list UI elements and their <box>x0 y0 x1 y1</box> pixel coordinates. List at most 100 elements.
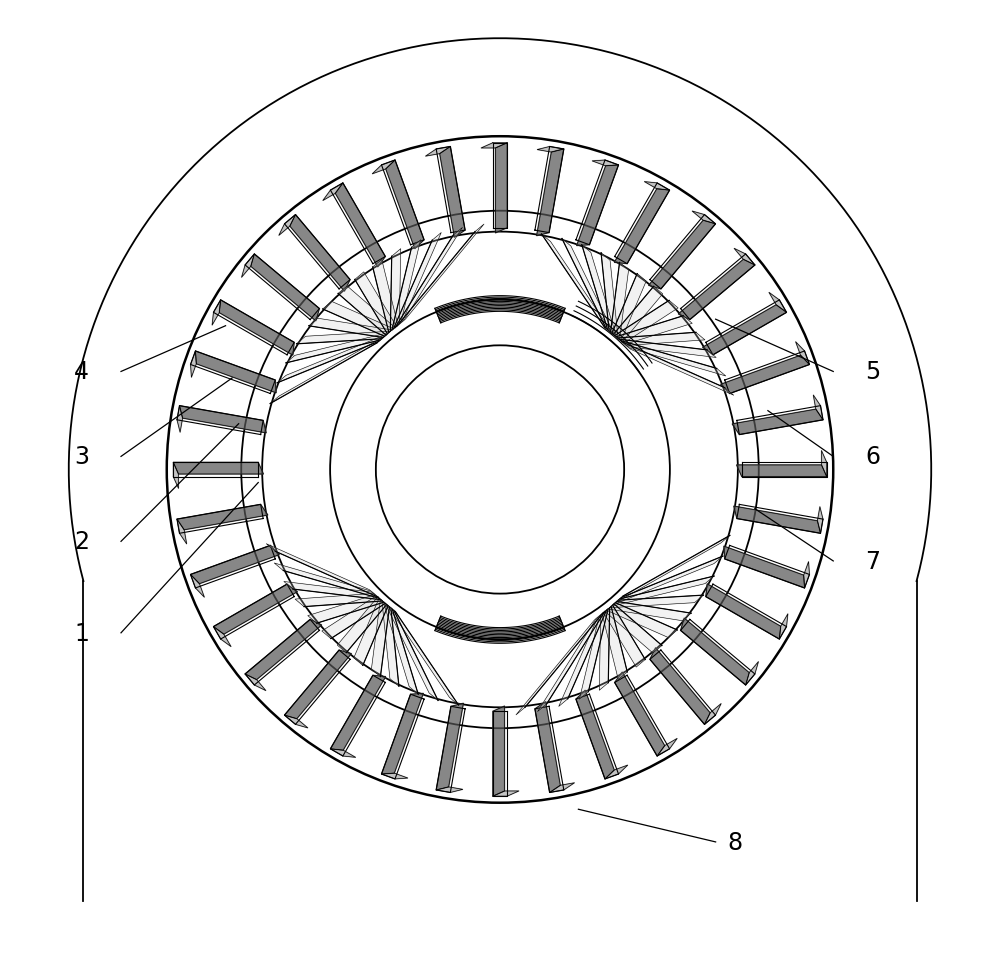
Polygon shape <box>385 603 438 700</box>
Polygon shape <box>286 334 389 363</box>
Polygon shape <box>266 544 378 598</box>
Polygon shape <box>177 406 183 433</box>
Polygon shape <box>615 301 678 344</box>
Polygon shape <box>284 650 351 719</box>
Polygon shape <box>330 676 386 750</box>
Polygon shape <box>245 675 266 691</box>
Polygon shape <box>297 332 391 344</box>
Polygon shape <box>644 182 670 191</box>
Text: 2: 2 <box>74 530 89 554</box>
Polygon shape <box>371 599 389 677</box>
Polygon shape <box>295 594 382 607</box>
Polygon shape <box>383 602 418 695</box>
Polygon shape <box>323 184 343 201</box>
Text: 3: 3 <box>74 445 89 469</box>
Polygon shape <box>179 406 266 434</box>
Polygon shape <box>779 614 788 639</box>
Polygon shape <box>537 148 564 152</box>
Polygon shape <box>562 239 615 336</box>
Polygon shape <box>611 263 629 340</box>
Polygon shape <box>322 597 385 639</box>
Polygon shape <box>173 463 263 475</box>
Polygon shape <box>382 694 423 774</box>
Polygon shape <box>601 253 618 339</box>
Polygon shape <box>721 355 809 395</box>
Polygon shape <box>386 161 424 250</box>
Polygon shape <box>426 148 450 157</box>
Polygon shape <box>242 254 254 278</box>
Polygon shape <box>614 536 730 604</box>
Polygon shape <box>614 190 670 264</box>
Polygon shape <box>436 703 463 790</box>
Polygon shape <box>537 150 564 236</box>
Polygon shape <box>382 601 399 686</box>
Polygon shape <box>335 184 385 268</box>
Polygon shape <box>769 293 787 313</box>
Polygon shape <box>436 787 463 793</box>
Polygon shape <box>616 316 692 345</box>
Polygon shape <box>191 575 204 598</box>
Polygon shape <box>290 215 350 292</box>
Polygon shape <box>338 287 395 335</box>
Polygon shape <box>337 598 387 653</box>
Polygon shape <box>592 161 618 167</box>
Polygon shape <box>605 604 662 654</box>
Polygon shape <box>373 260 398 334</box>
Polygon shape <box>703 306 787 355</box>
Polygon shape <box>245 619 322 679</box>
Polygon shape <box>734 506 821 534</box>
Text: 8: 8 <box>728 830 743 854</box>
Polygon shape <box>372 161 395 174</box>
Polygon shape <box>604 605 645 667</box>
Polygon shape <box>395 228 462 329</box>
Polygon shape <box>219 300 294 355</box>
Polygon shape <box>607 603 677 638</box>
Polygon shape <box>382 773 408 780</box>
Polygon shape <box>813 395 823 420</box>
Polygon shape <box>309 319 392 338</box>
Text: 5: 5 <box>865 360 880 384</box>
Polygon shape <box>535 701 560 793</box>
Polygon shape <box>821 451 827 477</box>
Polygon shape <box>279 215 295 236</box>
Polygon shape <box>355 273 396 335</box>
Polygon shape <box>386 604 458 705</box>
Polygon shape <box>213 584 297 635</box>
Polygon shape <box>737 465 827 477</box>
Polygon shape <box>609 596 703 608</box>
Polygon shape <box>284 716 308 728</box>
Polygon shape <box>270 335 386 404</box>
Polygon shape <box>692 212 716 225</box>
Polygon shape <box>516 613 604 715</box>
Polygon shape <box>678 260 755 320</box>
Polygon shape <box>804 562 809 588</box>
Polygon shape <box>612 274 646 341</box>
Polygon shape <box>622 342 734 395</box>
Polygon shape <box>393 233 441 330</box>
Polygon shape <box>177 519 187 544</box>
Polygon shape <box>657 739 677 757</box>
Polygon shape <box>538 612 605 712</box>
Polygon shape <box>212 300 221 326</box>
Polygon shape <box>277 335 388 383</box>
Polygon shape <box>817 507 823 534</box>
Polygon shape <box>605 765 628 780</box>
Polygon shape <box>251 254 319 321</box>
Polygon shape <box>440 148 465 238</box>
Polygon shape <box>213 627 231 647</box>
Polygon shape <box>396 225 484 327</box>
Text: 1: 1 <box>74 621 89 645</box>
Polygon shape <box>559 611 607 706</box>
Polygon shape <box>599 608 610 691</box>
Polygon shape <box>330 749 356 758</box>
Polygon shape <box>611 577 714 607</box>
Polygon shape <box>746 662 758 685</box>
Text: 7: 7 <box>865 549 880 574</box>
Polygon shape <box>577 166 618 247</box>
Polygon shape <box>619 340 716 358</box>
Polygon shape <box>191 352 196 378</box>
Text: 4: 4 <box>74 360 89 384</box>
Polygon shape <box>579 609 608 700</box>
Polygon shape <box>550 783 574 793</box>
Polygon shape <box>392 240 421 331</box>
